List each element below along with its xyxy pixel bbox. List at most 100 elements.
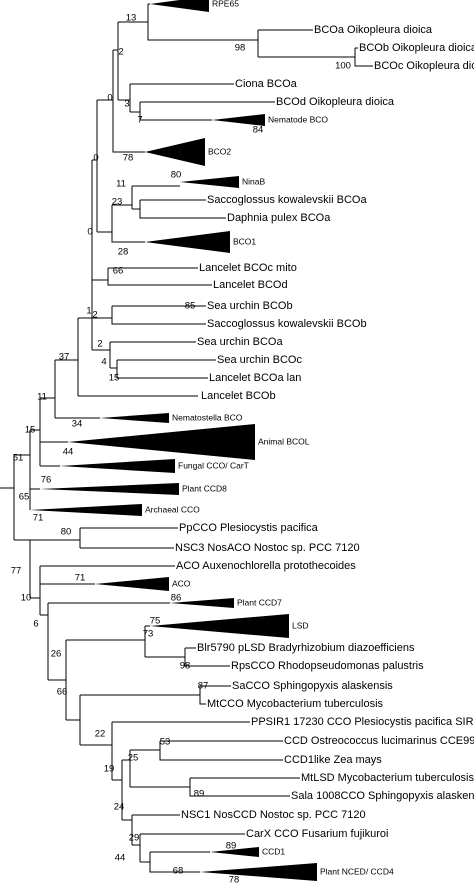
bootstrap-value: 73 (143, 629, 154, 640)
leaf-label: RpsCCO Rhodopseudomonas palustris (231, 660, 424, 672)
leaf-label: CCD Ostreococcus lucimarinus CCE99 (284, 735, 474, 747)
bootstrap-value: 2 (92, 310, 97, 321)
leaf-label: Sala 1008CCO Sphingopyxis alaskensis (291, 790, 474, 802)
leaf-label: Blr5790 pLSD Bradyrhizobium diazoefficie… (197, 642, 415, 654)
leaf-label: CCD1like Zea mays (284, 754, 382, 766)
bootstrap-value: 66 (57, 687, 68, 698)
bootstrap-value: 34 (72, 419, 83, 430)
leaf-label: ACO Auxenochlorella protothecoides (176, 560, 356, 572)
leaf-label: Nematode BCO (268, 114, 328, 124)
leaf-label: Sea urchin BCOa (197, 336, 283, 348)
bootstrap-value: 86 (171, 593, 182, 604)
branches (0, 3, 373, 873)
bootstrap-value: 15 (25, 425, 36, 436)
bootstrap-value: 98 (235, 43, 246, 54)
bootstrap-value: 76 (41, 475, 52, 486)
collapsed-clade (200, 863, 317, 881)
leaf-label: Plant CCD7 (237, 597, 282, 607)
leaf-label: Lancelet BCOa lan (209, 372, 301, 384)
bootstrap-value: 26 (51, 649, 62, 660)
bootstrap-value: 66 (113, 266, 124, 277)
leaf-label: Animal BCOL (258, 436, 310, 446)
collapsed-clade (68, 424, 255, 460)
bootstrap-value: 0 (87, 227, 92, 238)
bootstrap-value: 13 (126, 13, 137, 24)
bootstrap-value: 2 (118, 47, 123, 58)
bootstrap-value: 53 (160, 737, 171, 748)
leaf-label: BCOb Oikopleura dioica (359, 42, 474, 54)
leaf-label: NSC3 NosACO Nostoc sp. PCC 7120 (175, 542, 360, 554)
bootstrap-value: 89 (226, 841, 237, 852)
collapsed-clade (150, 0, 209, 12)
leaf-label: BCO1 (233, 236, 256, 246)
bootstrap-value: 4 (101, 357, 106, 368)
leaf-label: BCOd Oikopleura dioica (276, 96, 395, 108)
collapsed-clade (170, 598, 234, 608)
leaf-label: CCD1 (262, 846, 285, 856)
collapsed-clade (95, 577, 169, 591)
leaf-label: SaCCO Sphingopyxis alaskensis (232, 680, 393, 692)
leaf-label: Lancelet BCOb (201, 390, 276, 402)
bootstrap-value: 7 (137, 115, 142, 126)
bootstrap-value: 78 (229, 875, 240, 883)
bootstrap-value: 85 (185, 301, 196, 312)
leaf-label: Archaeal CCO (145, 504, 200, 514)
leaf-label: BCOa Oikopleura dioica (314, 24, 433, 36)
bootstrap-value: 44 (63, 447, 74, 458)
leaf-label: Daphnia pulex BCOa (227, 212, 331, 224)
bootstrap-value: 98 (180, 661, 191, 672)
leaf-label: NSC1 NosCCD Nostoc sp. PCC 7120 (181, 809, 366, 821)
bootstrap-value: 1 (86, 306, 91, 317)
bootstrap-value: 71 (75, 573, 86, 584)
leaf-label: Lancelet BCOc mito (199, 262, 297, 274)
bootstrap-value: 78 (123, 153, 134, 164)
bootstrap-value: 80 (171, 170, 182, 181)
leaf-label: Fungal CCO/ CarT (178, 460, 249, 470)
bootstrap-value: 89 (194, 789, 205, 800)
bootstrap-value: 11 (37, 392, 47, 403)
bootstrap-value: 0 (93, 153, 98, 164)
leaf-label: BCO2 (208, 146, 231, 156)
bootstrap-value: 71 (33, 513, 44, 524)
leaf-label: Lancelet BCOd (213, 279, 288, 291)
collapsed-clade (40, 483, 179, 495)
bootstrap-value: 15 (109, 373, 120, 384)
bootstrap-value: 68 (173, 866, 184, 877)
leaf-label: PPSIR1 17230 CCO Plesiocystis pacifica S… (251, 716, 474, 728)
bootstrap-value: 3 (124, 99, 129, 110)
bootstrap-value: 75 (150, 616, 161, 627)
leaf-label: Plant CCD8 (182, 483, 227, 493)
leaf-label: MtCCO Mycobacterium tuberculosis (207, 698, 384, 710)
collapsed-clade (212, 114, 265, 126)
leaf-label: MtLSD Mycobacterium tuberculosis (301, 772, 474, 784)
bootstrap-value: 0 (107, 93, 112, 104)
leaf-label: Ciona BCOa (235, 78, 298, 90)
collapsed-clade (30, 504, 142, 516)
leaf-label: Sea urchin BCOb (207, 300, 293, 312)
collapsed-clade (100, 413, 169, 423)
bootstrap-value: 80 (61, 527, 72, 538)
leaf-label: ACO (172, 578, 191, 588)
leaf-label: RPE65 (212, 0, 239, 8)
bootstrap-value: 51 (13, 453, 24, 464)
collapsed-clade (60, 459, 175, 473)
collapsed-clade (210, 847, 259, 857)
leaf-label: BCOc Oikopleura dioica (374, 60, 474, 72)
bootstrap-value: 2 (97, 339, 102, 350)
bootstrap-value: 100 (335, 61, 351, 72)
bootstrap-value: 10 (21, 593, 32, 604)
leaf-label: CarX CCO Fusarium fujikuroi (246, 828, 388, 840)
bootstrap-value: 28 (118, 247, 129, 258)
bootstrap-value: 44 (115, 853, 126, 864)
leaf-label: Nematostella BCO (172, 412, 243, 422)
collapsed-clade (145, 138, 205, 166)
bootstrap-value: 23 (112, 197, 123, 208)
leaf-label: Saccoglossus kowalevskii BCOb (207, 318, 367, 330)
bootstrap-value: 84 (253, 125, 264, 136)
leaf-label: Plant NCED/ CCD4 (320, 866, 394, 876)
bootstrap-value: 29 (129, 833, 140, 844)
collapsed-clade (150, 614, 289, 638)
bootstrap-value: 87 (198, 681, 209, 692)
